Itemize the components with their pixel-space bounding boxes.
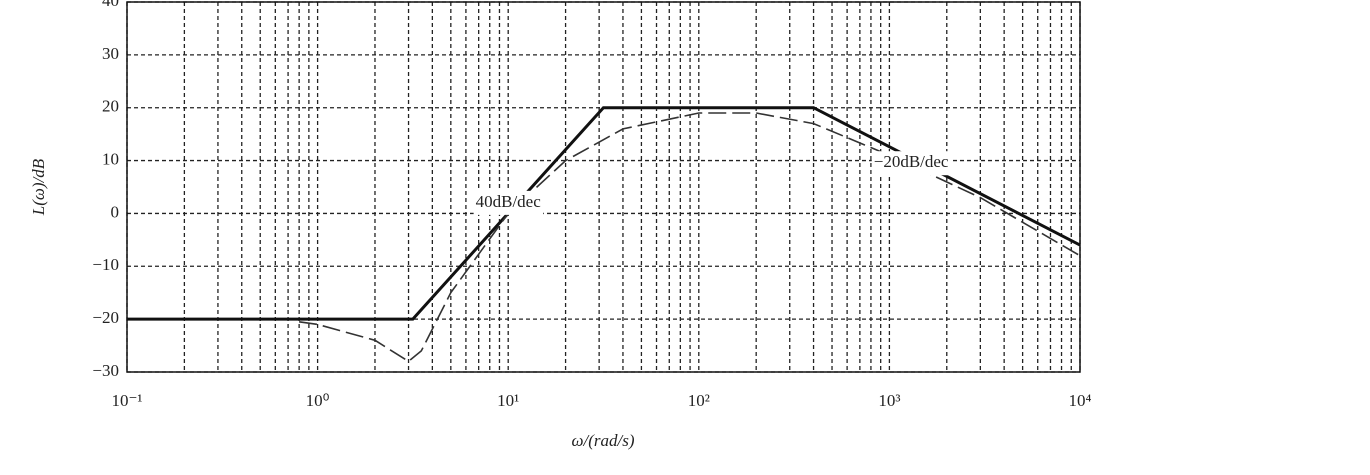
x-tick-label: 10⁴ (1069, 391, 1092, 410)
x-tick-label: 10⁰ (306, 391, 330, 410)
annotation-background (473, 190, 544, 215)
y-tick-label: −10 (92, 255, 119, 274)
x-tick-label: 10¹ (497, 391, 519, 410)
y-tick-label: −20 (92, 308, 119, 327)
x-axis-label: ω/(rad/s) (571, 431, 634, 450)
y-tick-label: 0 (111, 202, 120, 221)
y-tick-label: 30 (102, 44, 119, 63)
plot-frame (126, 1, 1081, 373)
y-axis-label: L(ω)/dB (29, 158, 48, 216)
y-tick-label: 20 (102, 97, 119, 116)
y-tick-label: −30 (92, 361, 119, 380)
annotation: 40dB/dec (476, 192, 542, 211)
dashed-line (298, 112, 1081, 363)
x-tick-label: 10² (688, 391, 710, 410)
y-tick-label: 40 (102, 0, 119, 10)
annotation: −20dB/dec (874, 152, 949, 171)
y-tick-label: 10 (102, 149, 119, 168)
annotation-background (871, 151, 951, 176)
x-tick-label: 10³ (878, 391, 900, 410)
x-tick-label: 10⁻¹ (111, 391, 142, 410)
